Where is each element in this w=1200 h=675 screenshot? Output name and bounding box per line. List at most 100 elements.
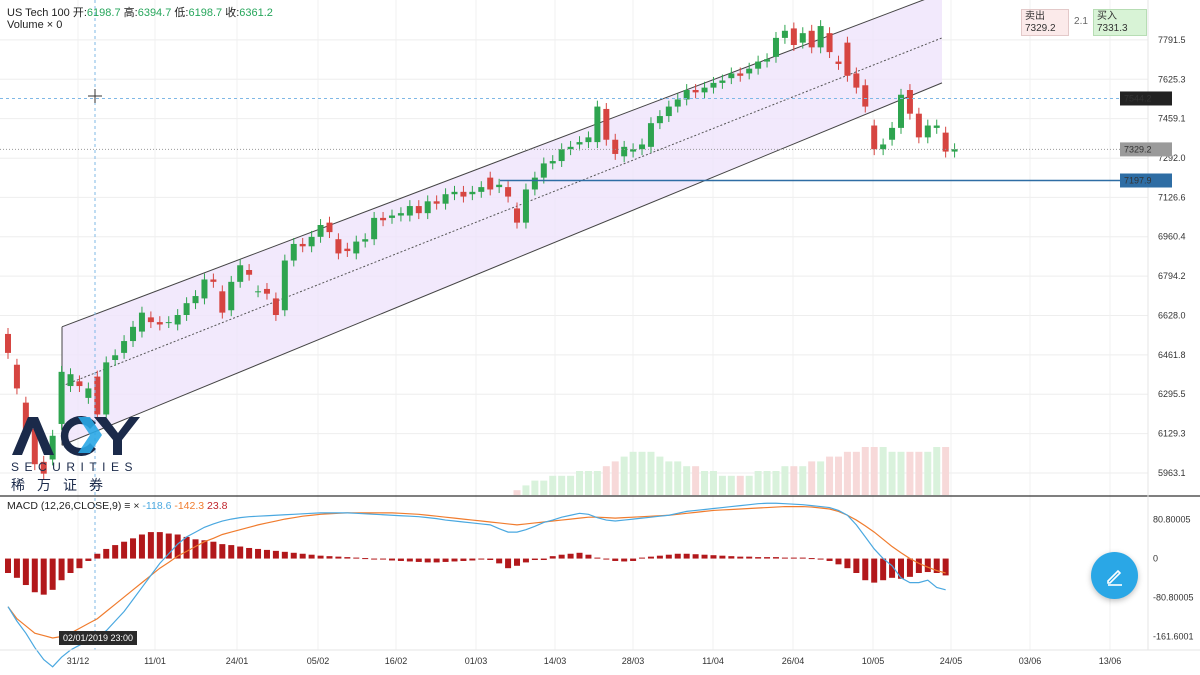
price-tick-label: 7126.6 bbox=[1158, 192, 1186, 202]
volume-bar bbox=[790, 466, 798, 495]
macd-hist-bar bbox=[246, 547, 253, 559]
ohlc-readout: US Tech 100 开:6198.7 高:6394.7 低:6198.7 收… bbox=[7, 7, 273, 19]
macd-tick-label: -80.80005 bbox=[1153, 592, 1194, 602]
time-tick-label: 03/06 bbox=[1019, 656, 1042, 666]
candle-body bbox=[576, 142, 583, 145]
candle-body bbox=[76, 381, 83, 387]
candle-body bbox=[496, 184, 503, 188]
candle-body bbox=[165, 322, 172, 324]
candle-body bbox=[317, 225, 324, 237]
macd-hist-bar bbox=[317, 555, 324, 559]
cursor-icon bbox=[88, 89, 102, 103]
macd-hist-bar bbox=[237, 546, 244, 559]
macd-tick-label: -161.6001 bbox=[1153, 631, 1194, 641]
macd-hist-bar bbox=[174, 534, 181, 559]
candle-body bbox=[40, 461, 47, 474]
macd-hist-bar bbox=[567, 553, 574, 559]
open-value: 6198.7 bbox=[86, 7, 121, 19]
macd-hist-bar bbox=[755, 557, 762, 559]
macd-hist-bar bbox=[728, 556, 735, 559]
candle-body bbox=[415, 206, 422, 214]
price-tick-label: 7791.5 bbox=[1158, 35, 1186, 45]
volume-bar bbox=[558, 475, 566, 495]
candle-body bbox=[951, 149, 958, 152]
volume-bar bbox=[549, 475, 557, 495]
volume-bar bbox=[727, 475, 735, 495]
candle-body bbox=[469, 191, 476, 195]
buy-button[interactable]: 买入 7331.3 bbox=[1093, 9, 1147, 36]
macd-hist-bar bbox=[397, 558, 404, 561]
menu-icon[interactable]: ≡ bbox=[124, 500, 131, 512]
channel-fill bbox=[62, 0, 942, 446]
candle-body bbox=[853, 73, 860, 88]
volume-bar bbox=[861, 447, 869, 495]
macd-hist-bar bbox=[40, 558, 47, 595]
volume-bar bbox=[942, 447, 950, 495]
macd-hist-bar bbox=[612, 558, 619, 561]
crosshair-price-tag: 7544.2 bbox=[1124, 93, 1152, 103]
candle-body bbox=[701, 87, 708, 93]
candle-body bbox=[183, 303, 190, 315]
volume-bar bbox=[843, 451, 851, 495]
macd-hist-bar bbox=[924, 558, 931, 573]
candle-body bbox=[683, 90, 690, 100]
macd-hist-bar bbox=[772, 557, 779, 559]
time-tick-label: 01/03 bbox=[465, 656, 488, 666]
macd-hist-bar bbox=[76, 558, 83, 569]
candle-body bbox=[85, 388, 92, 398]
price-candles bbox=[5, 20, 958, 480]
macd-hist-bar bbox=[639, 557, 646, 559]
sell-button[interactable]: 卖出 7329.2 bbox=[1021, 9, 1069, 36]
macd-hist-bar bbox=[853, 558, 860, 573]
symbol-name: US Tech 100 bbox=[7, 7, 70, 19]
candle-body bbox=[255, 291, 262, 293]
macd-line bbox=[7, 502, 946, 668]
macd-hist-bar bbox=[406, 558, 413, 562]
volume-bar bbox=[576, 471, 584, 495]
candle-body bbox=[558, 149, 565, 162]
close-icon[interactable]: × bbox=[46, 19, 54, 31]
macd-tick-label: 80.80005 bbox=[1153, 515, 1191, 525]
candle-body bbox=[103, 362, 110, 415]
macd-hist-bar bbox=[58, 558, 65, 581]
volume-bar bbox=[629, 451, 637, 495]
volume-bar bbox=[593, 471, 601, 495]
macd-hist-bar bbox=[933, 558, 940, 573]
macd-hist-bar bbox=[594, 557, 601, 559]
macd-hist-bar bbox=[531, 558, 538, 561]
macd-readout: MACD (12,26,CLOSE,9) ≡ × -118.6 -142.3 2… bbox=[7, 500, 228, 512]
macd-hist-bar bbox=[130, 538, 137, 559]
macd-hist-bar bbox=[210, 541, 217, 559]
channel-lower-line bbox=[61, 82, 943, 446]
volume-bar bbox=[584, 471, 592, 495]
candle-body bbox=[281, 260, 288, 311]
macd-hist-bar bbox=[219, 544, 226, 559]
macd-hist-bar bbox=[94, 553, 101, 559]
macd-hist-bar bbox=[647, 556, 654, 559]
macd-pane bbox=[0, 495, 1200, 668]
candle-body bbox=[192, 296, 199, 304]
volume-readout: Volume × 0 bbox=[7, 19, 63, 31]
candle-body bbox=[433, 201, 440, 204]
volume-bar bbox=[665, 461, 673, 495]
macd-hist-bar bbox=[656, 555, 663, 559]
close-icon[interactable]: × bbox=[133, 500, 140, 512]
volume-bar bbox=[772, 471, 780, 495]
candle-body bbox=[210, 279, 217, 282]
draw-tool-button[interactable] bbox=[1091, 552, 1138, 599]
candle-body bbox=[451, 191, 458, 195]
time-tick-label: 24/05 bbox=[940, 656, 963, 666]
volume-bar bbox=[888, 451, 896, 495]
candle-body bbox=[246, 270, 253, 275]
candle-body bbox=[647, 123, 654, 147]
macd-hist-bar bbox=[817, 558, 824, 560]
crosshair-price-tag-bg bbox=[1120, 91, 1172, 106]
macd-hist-bar bbox=[540, 558, 547, 561]
candle-body bbox=[58, 371, 65, 424]
candle-body bbox=[237, 265, 244, 282]
macd-hist-bar bbox=[781, 557, 788, 559]
channel-middle-line bbox=[61, 37, 943, 387]
candle-body bbox=[353, 241, 360, 254]
